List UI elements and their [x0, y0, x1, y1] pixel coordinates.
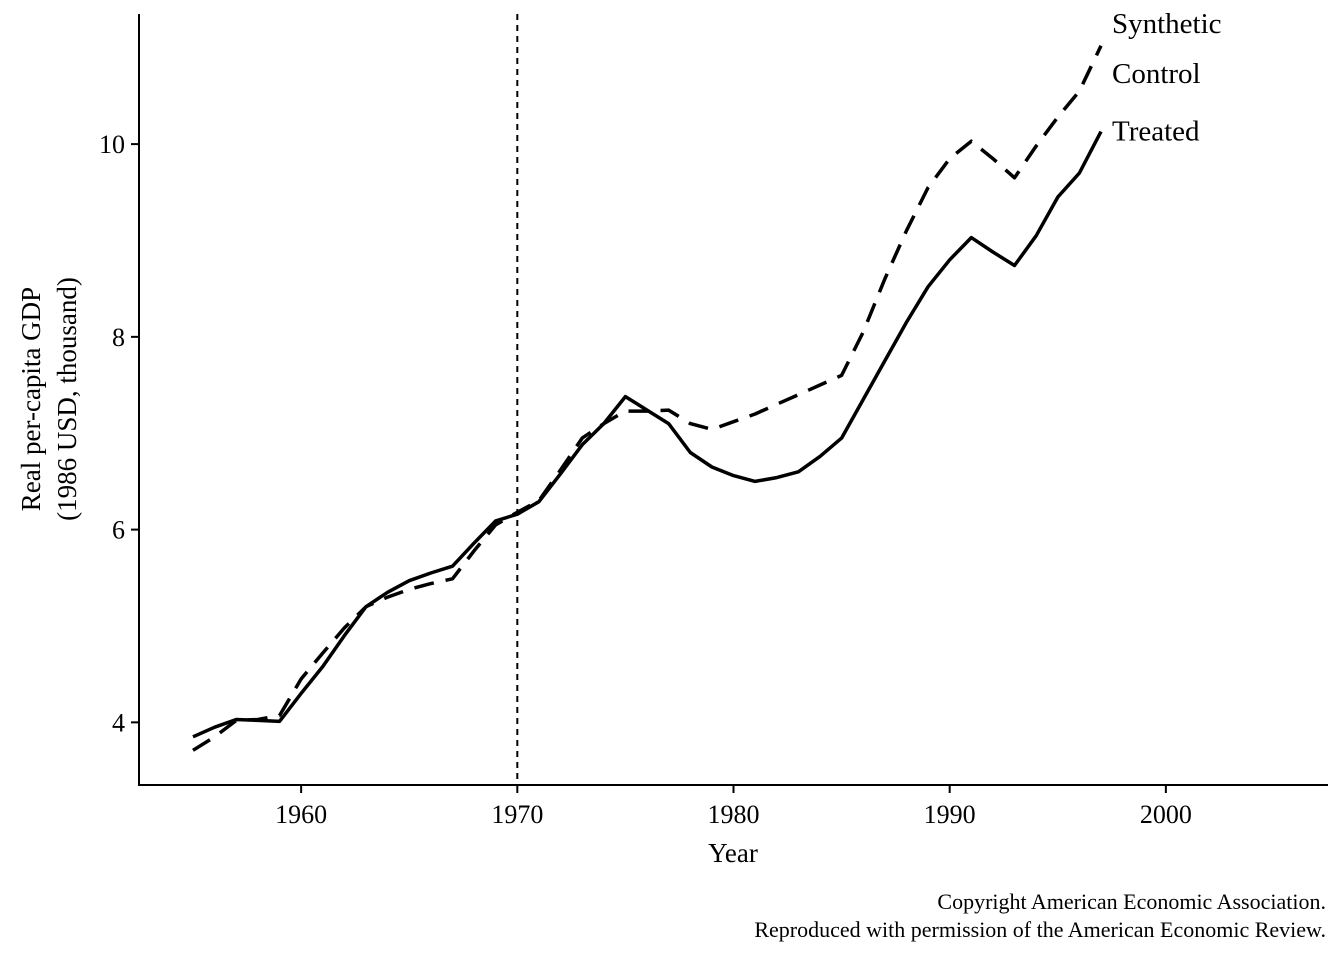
x-axis-title: Year	[708, 838, 758, 868]
x-ticks: 1960 1970 1980 1990 2000	[275, 785, 1192, 829]
x-tick-label: 1990	[924, 800, 976, 829]
x-tick-label: 1970	[491, 800, 543, 829]
caption-line-2: Reproduced with permission of the Americ…	[754, 917, 1326, 942]
caption-line-1: Copyright American Economic Association.	[937, 889, 1326, 914]
x-tick-label: 1980	[708, 800, 760, 829]
plot-area	[192, 14, 1103, 785]
series-labels: Treated Synthetic Control	[1112, 8, 1222, 148]
series-line-treated	[192, 130, 1103, 739]
x-tick-label: 1960	[275, 800, 327, 829]
series-label-treated: Treated	[1112, 116, 1200, 148]
y-tick-label: 6	[112, 516, 125, 545]
y-ticks: 4 6 8 10	[99, 130, 139, 737]
y-tick-label: 10	[99, 130, 125, 159]
y-tick-label: 8	[112, 323, 125, 352]
x-tick-label: 2000	[1140, 800, 1192, 829]
series-label-synthetic-control: Synthetic	[1112, 8, 1222, 40]
y-axis-title-line1: Real per-capita GDP	[16, 287, 46, 511]
series-label-synthetic-control: Control	[1112, 58, 1201, 90]
y-tick-label: 4	[112, 708, 125, 737]
y-axis-title-line2: (1986 USD, thousand)	[52, 277, 82, 521]
series-line-synthetic-control	[192, 45, 1103, 752]
